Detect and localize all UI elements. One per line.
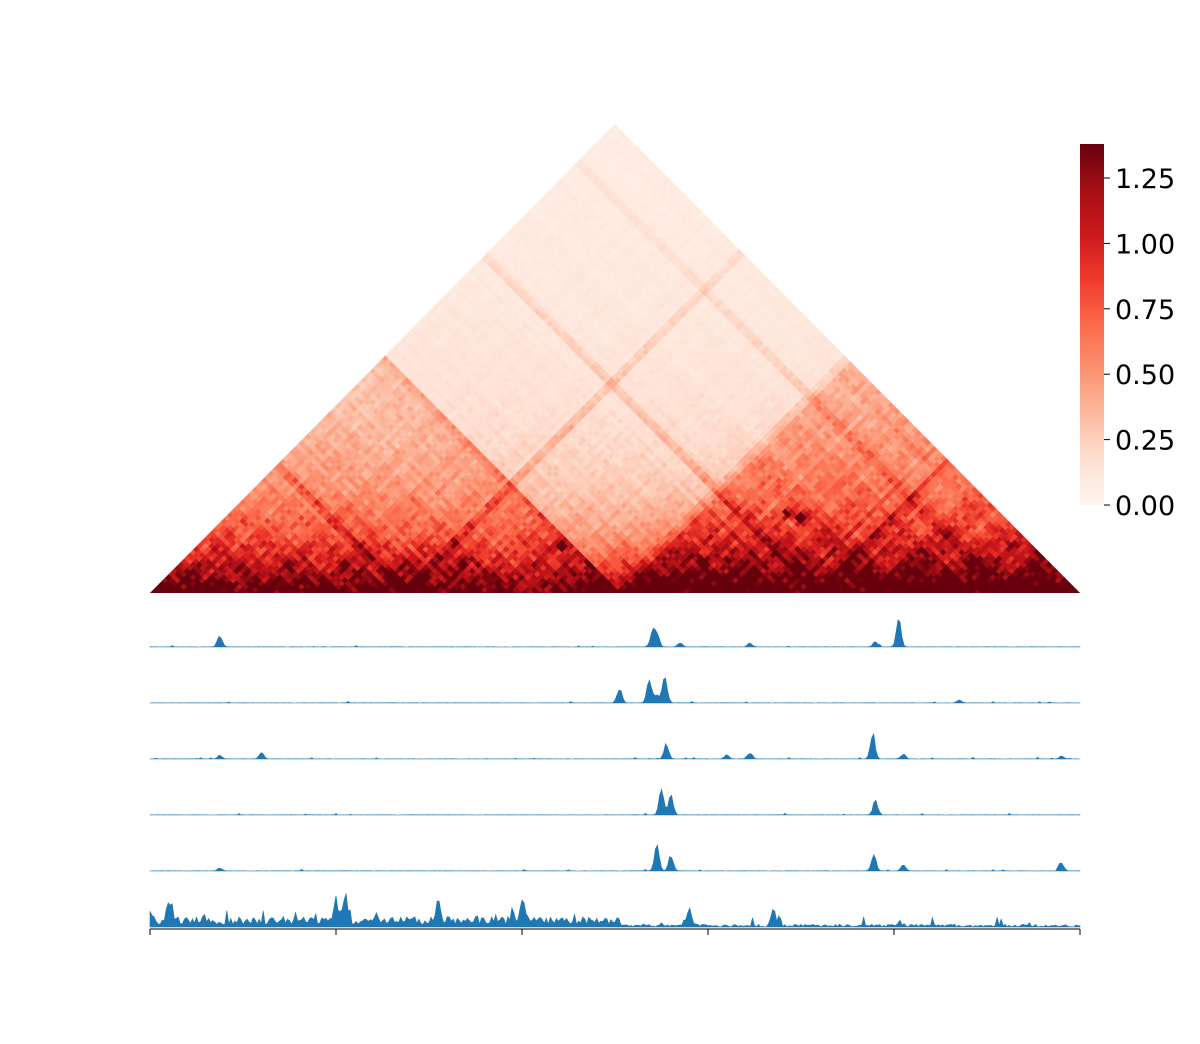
- contact-heatmap: [150, 124, 1080, 593]
